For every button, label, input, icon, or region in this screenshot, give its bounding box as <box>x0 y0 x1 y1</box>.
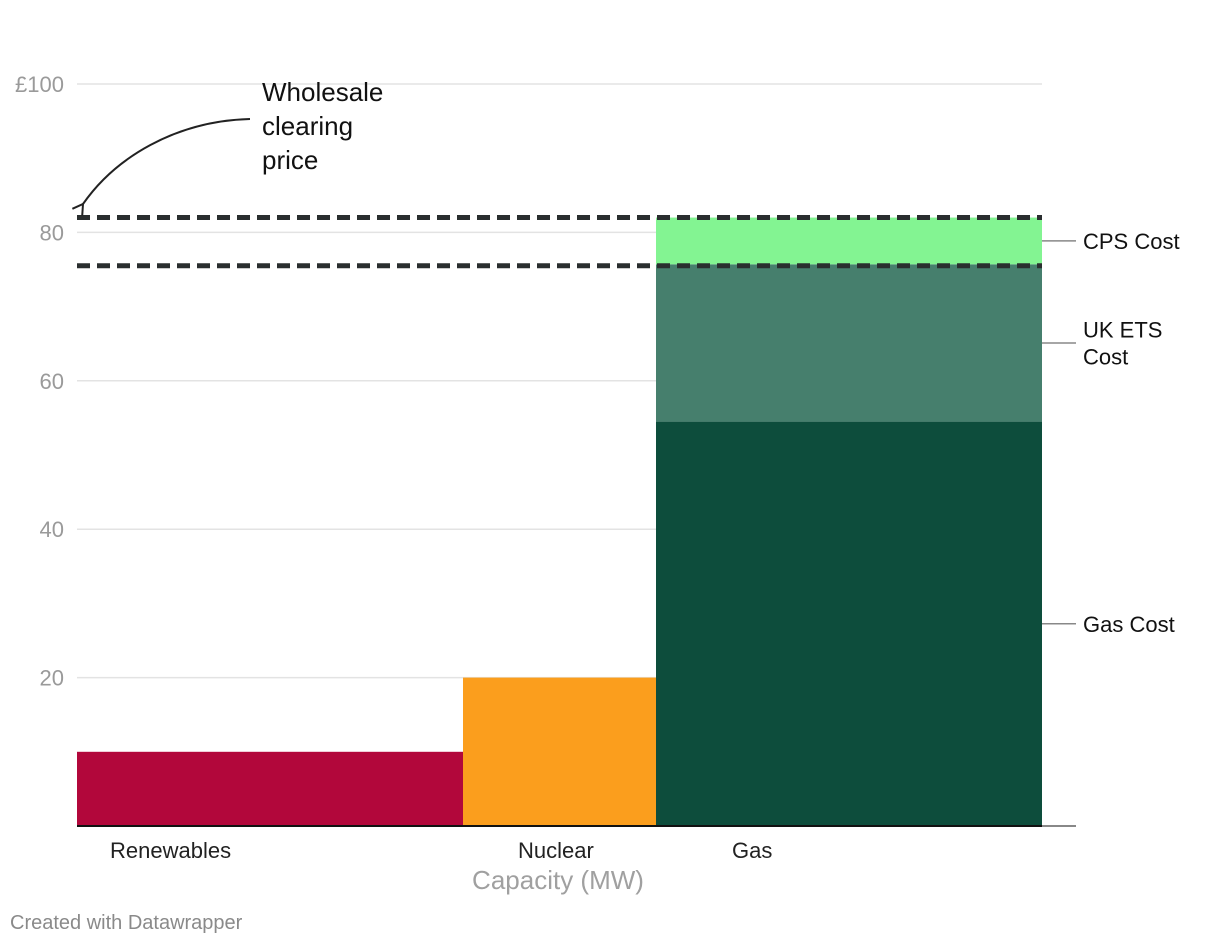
bars <box>77 217 1042 826</box>
annotation-wholesale-clearing-price: Wholesale clearing price <box>71 77 383 216</box>
segment-label-cps-cost: CPS Cost <box>1083 229 1180 254</box>
segment-labels: CPS Cost UK ETS Cost Gas Cost <box>1042 229 1180 637</box>
category-label-renewables: Renewables <box>110 838 231 863</box>
y-tick-label-40: 40 <box>40 517 64 542</box>
bar-renewables <box>77 751 463 826</box>
segment-label-gas-cost: Gas Cost <box>1083 612 1175 637</box>
bar-nuclear <box>463 677 656 826</box>
bar-gas-uk-ets-cost <box>656 264 1042 422</box>
y-tick-label-20: 20 <box>40 666 64 691</box>
reference-lines <box>77 215 1042 269</box>
y-tick-label-60: 60 <box>40 369 64 394</box>
y-axis-tick-labels: £100 80 60 40 20 <box>15 72 64 691</box>
segment-label-uk-ets-cost: UK ETS Cost <box>1083 317 1162 369</box>
bar-gas-gas-cost <box>656 421 1042 826</box>
x-axis-label: Capacity (MW) <box>472 865 644 895</box>
category-label-gas: Gas <box>732 838 772 863</box>
annotation-arrow <box>71 118 251 216</box>
credit-line: Created with Datawrapper <box>10 912 243 934</box>
category-label-nuclear: Nuclear <box>518 838 594 863</box>
y-tick-label-80: 80 <box>40 220 64 245</box>
x-axis: Renewables Nuclear Gas <box>77 825 1076 863</box>
annotation-text: Wholesale clearing price <box>262 77 383 175</box>
bar-gas-cps-cost <box>656 217 1042 265</box>
y-tick-label-100: £100 <box>15 72 64 97</box>
